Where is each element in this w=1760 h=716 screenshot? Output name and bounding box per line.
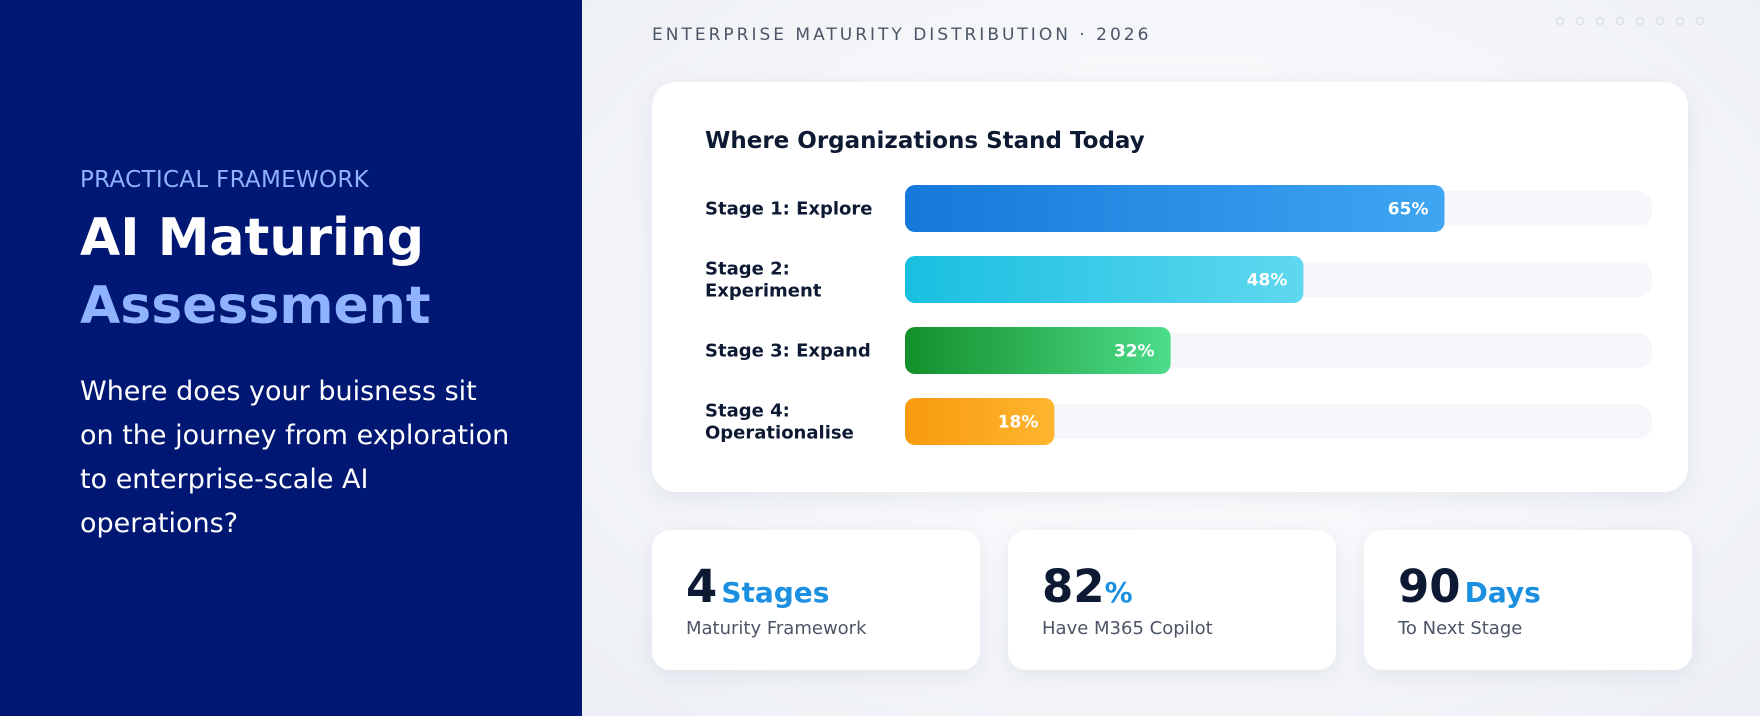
- chart-title: Where Organizations Stand Today: [705, 128, 1145, 154]
- bar-value-label: 18%: [998, 413, 1039, 433]
- title-line-1: AI Maturing: [80, 208, 425, 268]
- stat-caption: Have M365 Copilot: [1042, 618, 1213, 639]
- category-label: Stage 3: Expand: [705, 341, 871, 362]
- category-label-line: Operationalise: [705, 423, 854, 444]
- eyebrow-label: PRACTICAL FRAMEWORK: [80, 167, 370, 193]
- stat-number: 82: [1042, 560, 1105, 613]
- left-panel: PRACTICAL FRAMEWORK AI Maturing Assessme…: [0, 0, 582, 716]
- bar-chart: 65% Stage 1: Explore 48% Stage 2: Experiment…: [705, 185, 1652, 445]
- stat-card-stages: 4 Stages Maturity Framework: [652, 530, 980, 670]
- category-label: Stage 4: Operationalise: [705, 401, 854, 444]
- category-label-line: Stage 2:: [705, 259, 790, 280]
- stat-caption: To Next Stage: [1398, 618, 1523, 639]
- category-label: Stage 2: Experiment: [705, 259, 822, 302]
- dot-icon: [1596, 17, 1604, 25]
- stat-caption: Maturity Framework: [686, 618, 867, 639]
- page-title: AI Maturing Assessment: [80, 204, 431, 340]
- dot-icon: [1576, 17, 1584, 25]
- dot-icon: [1676, 17, 1684, 25]
- chart-card: Where Organizations Stand Today 65% Stage…: [652, 82, 1688, 492]
- category-label-line: Experiment: [705, 281, 822, 302]
- category-label: Stage 1: Explore: [705, 199, 872, 220]
- dot-icon: [1696, 17, 1704, 25]
- section-label: ENTERPRISE MATURITY DISTRIBUTION · 2026: [652, 25, 1152, 45]
- bar: [905, 398, 1055, 445]
- stat-unit: Stages: [721, 576, 830, 609]
- category-label-line: Stage 3: Expand: [705, 341, 871, 362]
- decorative-dots: [1556, 12, 1716, 25]
- description-text: Where does your buisness sit on the jour…: [80, 376, 510, 539]
- stat-unit: Days: [1464, 576, 1541, 609]
- category-label-line: Stage 4:: [705, 401, 790, 422]
- bar-track: [905, 404, 1652, 439]
- dot-icon: [1656, 17, 1664, 25]
- stat-card-days: 90 Days To Next Stage: [1364, 530, 1692, 670]
- bar-value-label: 65%: [1388, 200, 1429, 220]
- stat-number: 90: [1398, 560, 1461, 613]
- bar: [905, 185, 1445, 232]
- dot-icon: [1636, 17, 1644, 25]
- bar-value-label: 32%: [1114, 342, 1155, 362]
- dot-icon: [1616, 17, 1624, 25]
- dot-icon: [1556, 17, 1564, 25]
- stat-number: 4: [686, 560, 718, 613]
- bar-value-label: 48%: [1247, 271, 1288, 291]
- category-label-line: Stage 1: Explore: [705, 199, 872, 220]
- stat-unit: %: [1104, 576, 1133, 609]
- bar: [905, 327, 1171, 374]
- bar: [905, 256, 1304, 303]
- title-line-2: Assessment: [80, 276, 431, 336]
- stat-card-copilot: 82% Have M365 Copilot: [1008, 530, 1336, 670]
